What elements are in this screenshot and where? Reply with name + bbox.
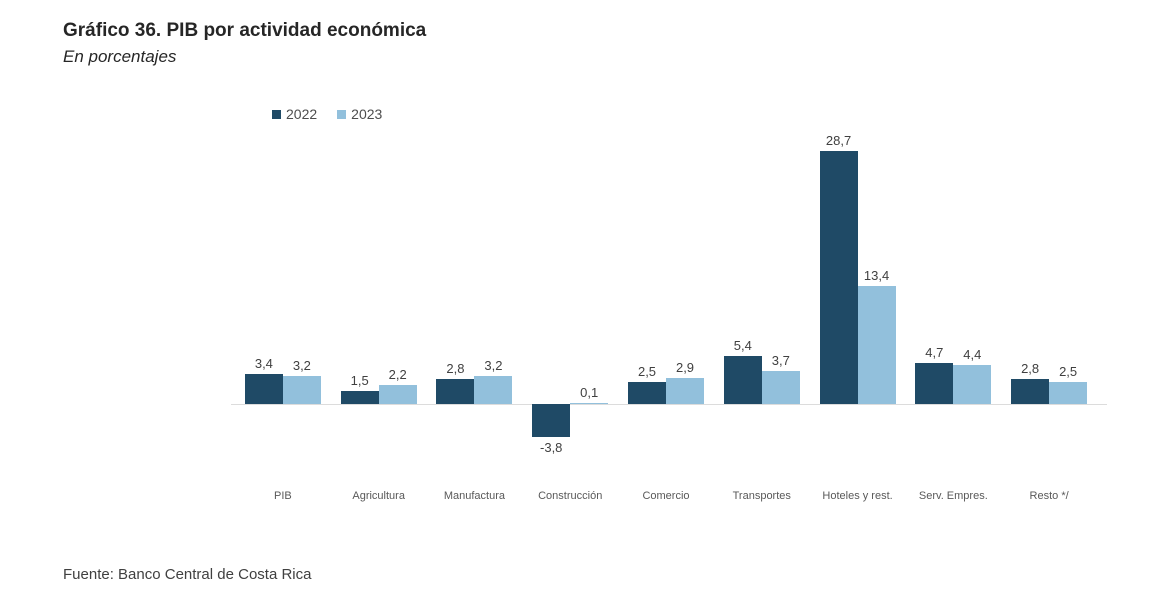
value-label-2022-transportes: 5,4 [733,338,752,353]
category-label-pib: PIB [274,490,292,502]
category-label-transportes: Transportes [732,490,791,502]
bar-2023-serv-empres- [953,365,992,404]
value-label-2023-comercio: 2,9 [675,360,695,375]
value-label-2022-comercio: 2,5 [637,364,657,379]
category-label-manufactura: Manufactura [443,490,506,502]
legend-item-2023: 2023 [337,106,382,122]
bar-2022-agricultura [340,391,379,404]
bar-2023-comercio [666,378,704,404]
value-label-2023-hoteles-y-rest-: 13,4 [863,268,890,283]
value-label-2022-manufactura: 2,8 [446,361,465,376]
category-label-comercio: Comercio [642,490,690,502]
value-label-2023-agricultura: 2,2 [388,367,407,382]
value-label-2023-manufactura: 3,2 [484,358,503,373]
bar-2023-agricultura [378,385,417,404]
bar-2023-transportes [761,371,800,404]
legend-swatch-2022 [272,109,281,119]
bar-2022-construcci-n [532,404,571,437]
bar-2022-pib [244,374,283,404]
category-label-resto-: Resto */ [1029,490,1069,502]
bar-2023-hoteles-y-rest- [857,286,896,404]
x-axis-line [231,404,1107,405]
legend-item-2022: 2022 [272,106,317,122]
value-label-2022-hoteles-y-rest-: 28,7 [825,133,852,148]
value-label-2022-pib: 3,4 [254,356,273,371]
value-label-2022-construcci-n: -3,8 [540,440,563,455]
bar-2023-resto- [1049,382,1088,404]
value-label-2023-pib: 3,2 [292,358,311,373]
category-label-serv-empres-: Serv. Empres. [918,490,988,502]
chart-subtitle: En porcentajes [63,47,177,66]
bar-2022-serv-empres- [915,363,954,404]
bar-2023-pib [282,376,321,404]
value-label-2023-construcci-n: 0,1 [580,385,599,400]
bar-2022-transportes [723,356,762,404]
category-label-construcci-n: Construcción [538,490,603,502]
chart-title: Gráfico 36. PIB por actividad económica [63,20,427,41]
bar-2022-manufactura [436,379,475,404]
value-label-2022-resto-: 2,8 [1021,361,1040,376]
bar-2022-hoteles-y-rest- [819,151,858,404]
legend-label-2023: 2023 [351,106,383,122]
value-label-2023-transportes: 3,7 [771,353,790,368]
bar-2023-construcci-n [570,403,609,404]
category-label-hoteles-y-rest-: Hoteles y rest. [822,490,893,502]
legend: 2022 2023 [272,106,382,122]
category-label-agricultura: Agricultura [352,490,405,502]
bar-2022-resto- [1011,379,1050,404]
value-label-2023-serv-empres-: 4,4 [963,347,982,362]
bar-2022-comercio [628,382,666,404]
source-note: Fuente: Banco Central de Costa Rica [63,566,312,583]
plot-area: 3,4 3,2 PIB 1,5 2,2 Agricultura 2,8 3,2 Manufact… [231,134,1107,510]
value-label-2023-resto-: 2,5 [1059,364,1078,379]
value-label-2022-serv-empres-: 4,7 [925,345,944,360]
legend-swatch-2023 [337,109,347,119]
bar-2023-manufactura [474,376,513,404]
legend-label-2022: 2022 [286,106,318,122]
value-label-2022-agricultura: 1,5 [350,373,369,388]
